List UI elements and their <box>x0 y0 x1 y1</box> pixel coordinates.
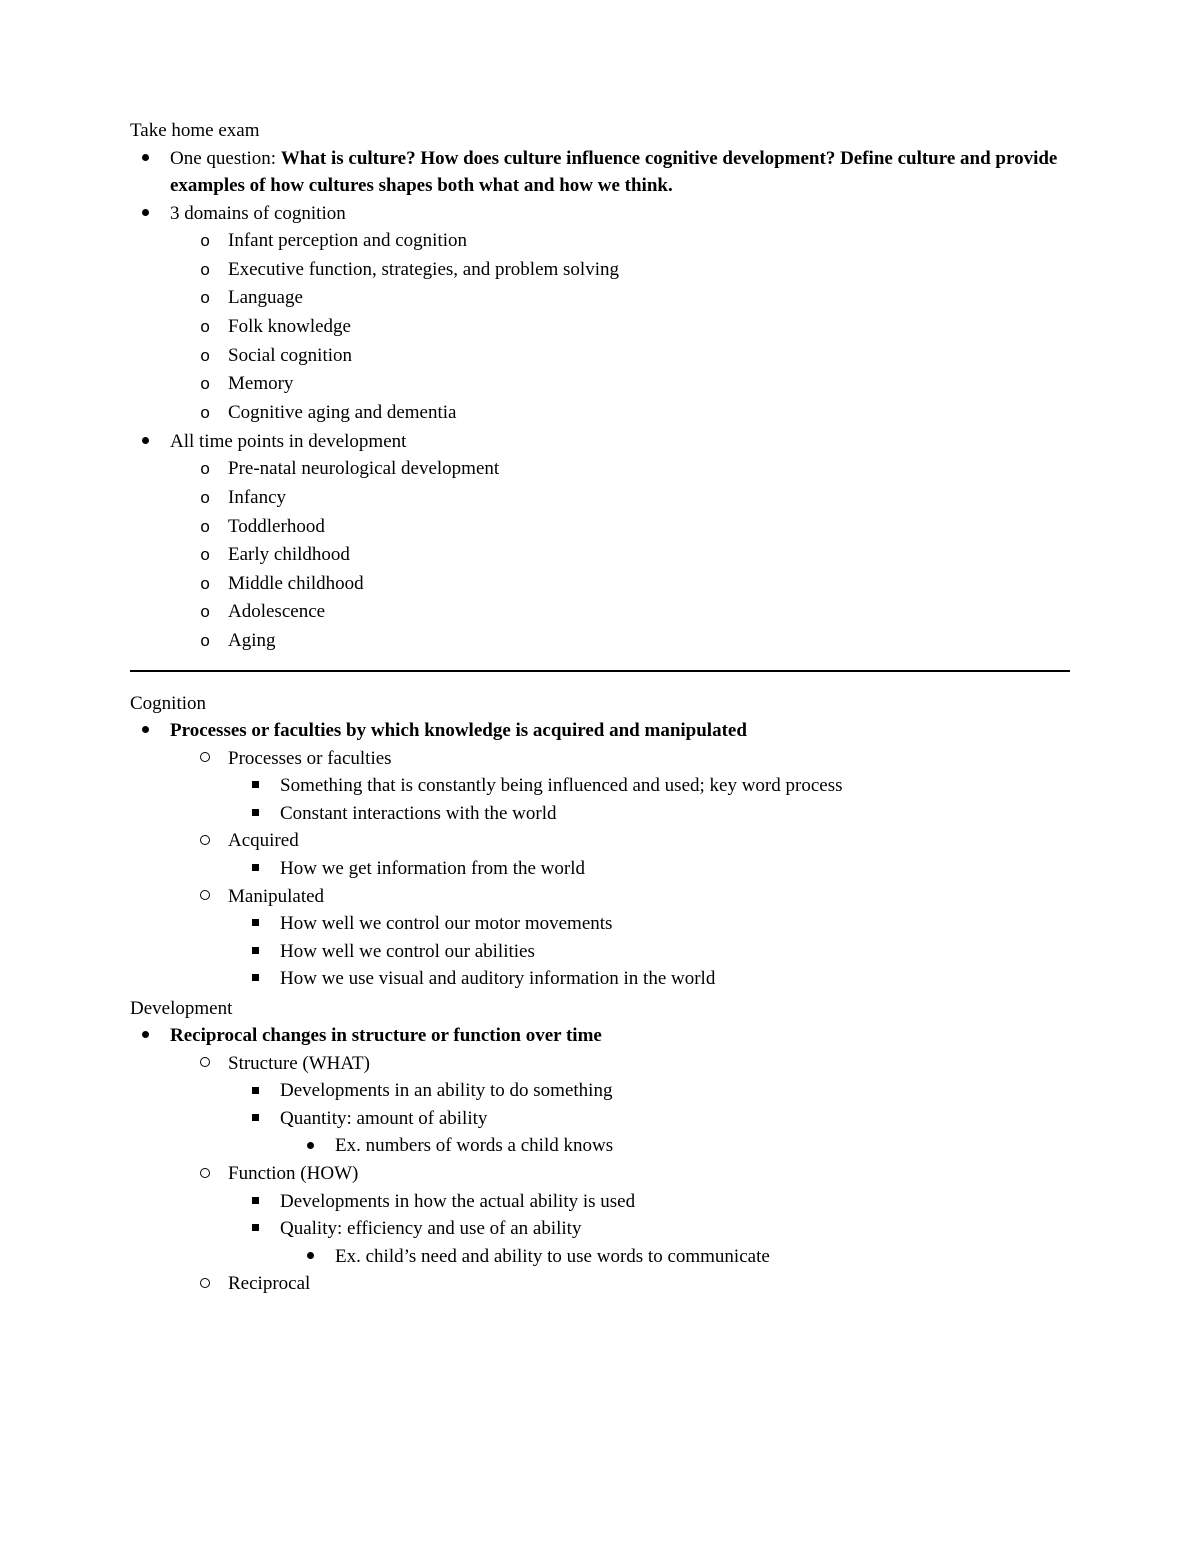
list-item: Quantity: amount of ability <box>130 1105 1070 1133</box>
list-item: Middle childhood <box>130 570 1070 599</box>
list-item: Acquired <box>130 827 1070 855</box>
list-item: Quality: efficiency and use of an abilit… <box>130 1215 1070 1243</box>
list-item: Cognitive aging and dementia <box>130 399 1070 428</box>
list-item: Reciprocal changes in structure or funct… <box>130 1022 1070 1050</box>
list-item: Pre-natal neurological development <box>130 455 1070 484</box>
list-item: Executive function, strategies, and prob… <box>130 256 1070 285</box>
cognition-list: Processes or faculties by which knowledg… <box>130 717 1070 992</box>
question-text: What is culture? How does culture influe… <box>170 148 1057 197</box>
horizontal-rule <box>130 670 1070 672</box>
list-item: Reciprocal <box>130 1270 1070 1298</box>
question-prefix: One question: <box>170 148 281 169</box>
list-item: Processes or faculties <box>130 745 1070 773</box>
list-item: Infancy <box>130 484 1070 513</box>
list-item: Processes or faculties by which knowledg… <box>130 717 1070 745</box>
cognition-definition: Processes or faculties by which knowledg… <box>170 720 747 741</box>
section-title: Take home exam <box>130 117 1070 145</box>
list-item: Toddlerhood <box>130 513 1070 542</box>
list-item: How we get information from the world <box>130 855 1070 883</box>
list-item: How well we control our motor movements <box>130 910 1070 938</box>
list-item: Something that is constantly being influ… <box>130 772 1070 800</box>
timepoints-label: All time points in development <box>170 431 406 452</box>
cognition-title: Cognition <box>130 690 1070 718</box>
list-item: Ex. numbers of words a child knows <box>130 1132 1070 1160</box>
list-item: Social cognition <box>130 342 1070 371</box>
list-item: Ex. child’s need and ability to use word… <box>130 1243 1070 1271</box>
development-list: Reciprocal changes in structure or funct… <box>130 1022 1070 1297</box>
list-item: Constant interactions with the world <box>130 800 1070 828</box>
list-item: Infant perception and cognition <box>130 227 1070 256</box>
list-item: 3 domains of cognition <box>130 200 1070 228</box>
list-item: All time points in development <box>130 428 1070 456</box>
list-item: Early childhood <box>130 541 1070 570</box>
list-item: Memory <box>130 370 1070 399</box>
list-item: How we use visual and auditory informati… <box>130 965 1070 993</box>
list-item: One question: What is culture? How does … <box>130 145 1070 200</box>
development-definition: Reciprocal changes in structure or funct… <box>170 1025 602 1046</box>
list-item: Function (HOW) <box>130 1160 1070 1188</box>
list-item: Adolescence <box>130 598 1070 627</box>
list-item: Structure (WHAT) <box>130 1050 1070 1078</box>
domains-label: 3 domains of cognition <box>170 203 346 224</box>
list-item: Aging <box>130 627 1070 656</box>
list-item: Manipulated <box>130 883 1070 911</box>
list-item: Language <box>130 284 1070 313</box>
list-item: Developments in how the actual ability i… <box>130 1188 1070 1216</box>
list-item: How well we control our abilities <box>130 938 1070 966</box>
document: Take home exam One question: What is cul… <box>130 117 1070 1298</box>
development-title: Development <box>130 995 1070 1023</box>
exam-list: One question: What is culture? How does … <box>130 145 1070 656</box>
list-item: Developments in an ability to do somethi… <box>130 1077 1070 1105</box>
list-item: Folk knowledge <box>130 313 1070 342</box>
